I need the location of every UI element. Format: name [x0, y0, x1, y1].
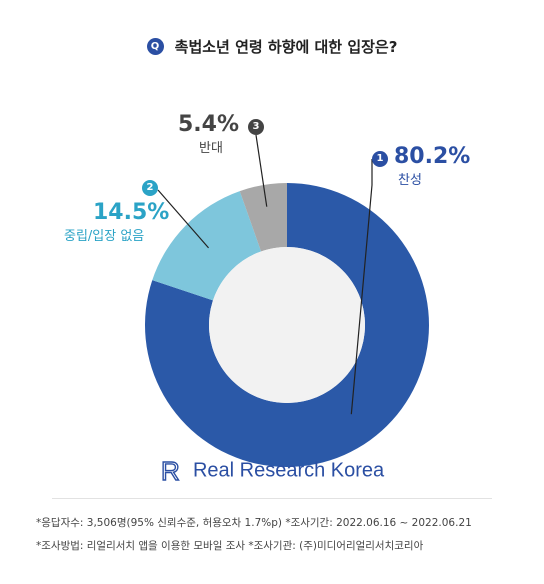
leader-line-3 [255, 134, 268, 207]
donut-slice-3 [239, 183, 287, 252]
slice-3-label: 반대 [199, 141, 223, 156]
question-text: 촉법소년 연령 하향에 대한 입장은? [174, 38, 398, 56]
slice-2-index-badge: 2 [142, 180, 158, 196]
brand-logo-icon: R [160, 458, 180, 484]
survey-note-1: *응답자수: 3,506명(95% 신뢰수준, 허용오차 1.7%p) *조사기… [36, 517, 472, 529]
slice-1-percent: 80.2% [394, 144, 471, 169]
donut-hole [209, 247, 365, 403]
brand-name: Real Research Korea [192, 459, 385, 482]
survey-note-2: *조사방법: 리얼리서치 앱을 이용한 모바일 조사 *조사기관: (주)미디어… [36, 540, 424, 552]
question-header: Q 촉법소년 연령 하향에 대한 입장은? [0, 36, 544, 57]
slice-2-percent: 14.5% [93, 200, 170, 225]
footer-divider [52, 498, 492, 499]
slice-3-index-badge: 3 [248, 119, 264, 135]
slice-3-percent: 5.4% [178, 112, 240, 137]
leader-line-2 [157, 189, 210, 249]
leader-line-1 [350, 159, 373, 415]
slice-1-label: 찬성 [398, 173, 422, 188]
question-badge: Q [146, 38, 164, 55]
svg-text:R: R [161, 458, 180, 484]
slice-2-label: 중립/입장 없음 [64, 229, 145, 244]
brand-footer: R Real Research Korea [0, 458, 544, 484]
slice-1-index-badge: 1 [372, 151, 388, 167]
donut-slice-1 [144, 183, 429, 467]
